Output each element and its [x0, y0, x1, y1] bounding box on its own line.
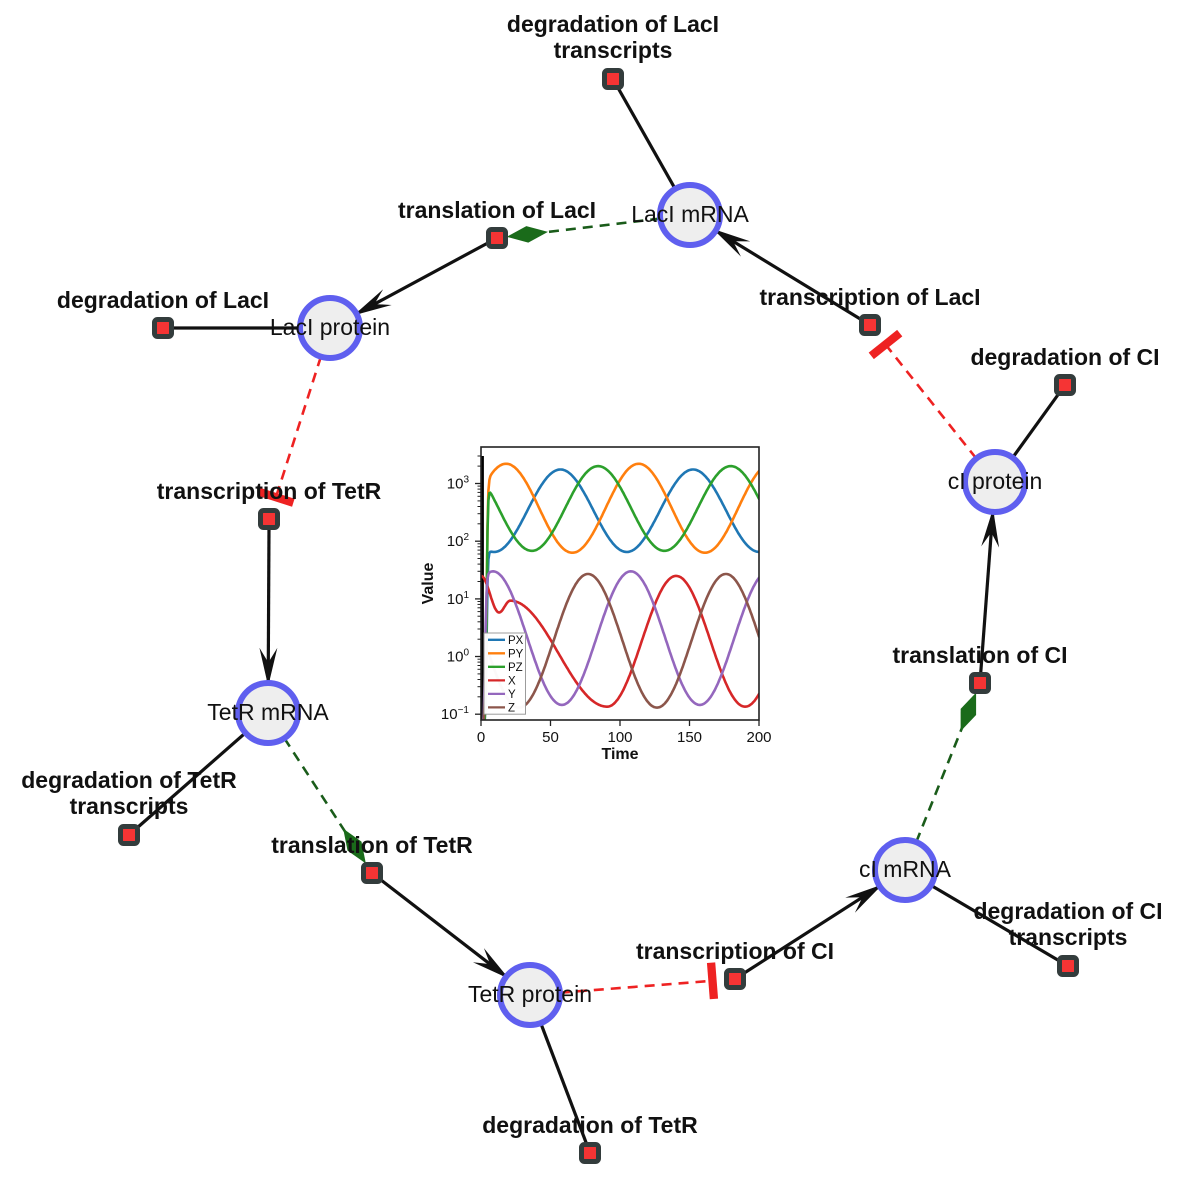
svg-text:PZ: PZ — [508, 662, 523, 674]
svg-text:PX: PX — [508, 635, 524, 647]
svg-text:50: 50 — [542, 729, 559, 746]
svg-text:200: 200 — [746, 729, 771, 746]
svg-text:102: 102 — [447, 532, 470, 550]
svg-text:150: 150 — [677, 729, 702, 746]
svg-text:10−1: 10−1 — [441, 705, 470, 723]
svg-text:101: 101 — [447, 590, 470, 608]
svg-text:X: X — [508, 675, 516, 687]
svg-text:Time: Time — [601, 746, 638, 763]
svg-text:103: 103 — [447, 475, 470, 493]
svg-text:Y: Y — [508, 689, 516, 701]
svg-text:PY: PY — [508, 648, 524, 660]
svg-text:100: 100 — [447, 648, 470, 666]
svg-text:Value: Value — [420, 563, 437, 605]
svg-text:0: 0 — [477, 729, 485, 746]
svg-text:Z: Z — [508, 702, 515, 714]
svg-text:100: 100 — [607, 729, 632, 746]
